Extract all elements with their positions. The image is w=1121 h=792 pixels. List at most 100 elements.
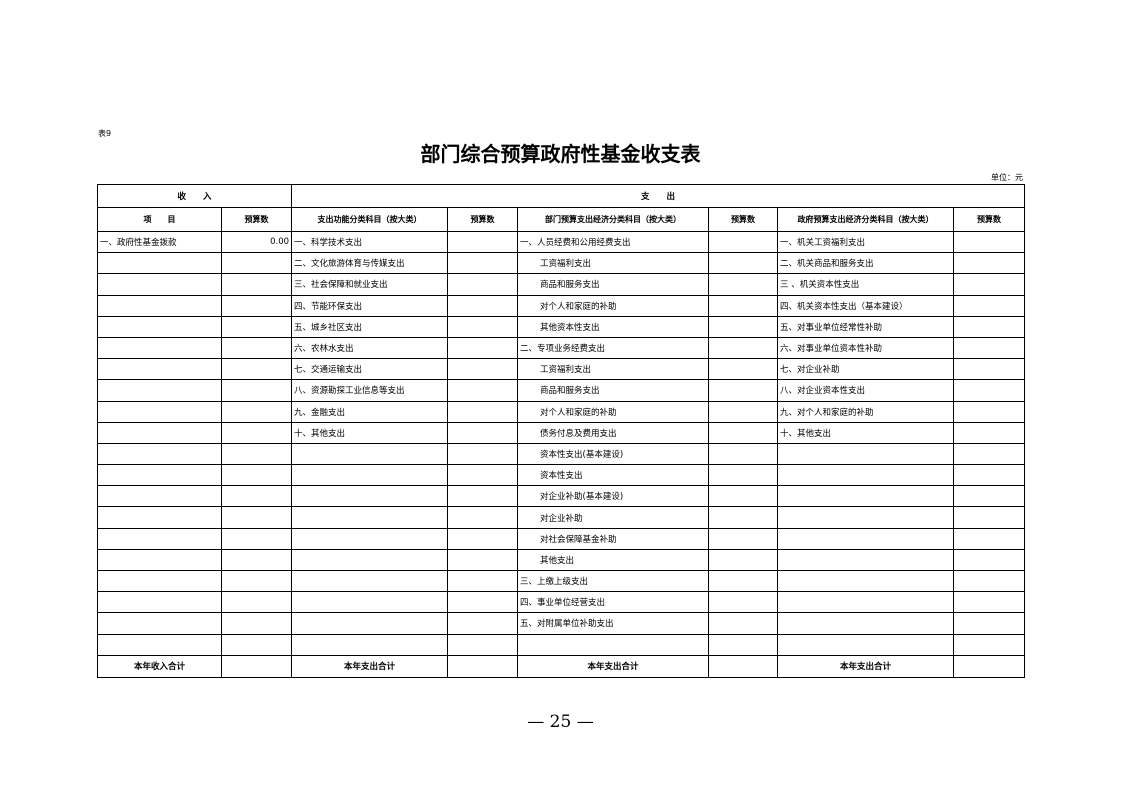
table-cell <box>708 442 779 466</box>
table-cell <box>220 379 293 402</box>
table-cell <box>220 336 293 360</box>
table-cell <box>220 315 293 338</box>
table-cell <box>708 527 779 550</box>
table-cell <box>953 633 1026 656</box>
table-cell <box>708 485 779 508</box>
table-cell <box>220 485 293 508</box>
table-cell <box>708 273 779 296</box>
table-row: 三、上缴上级支出 <box>97 569 1026 593</box>
table-cell <box>447 252 519 275</box>
income-header: 收 入 <box>96 184 293 208</box>
total-cell: 本年支出合计 <box>777 654 955 678</box>
table-cell <box>291 548 449 572</box>
table-row: 四、节能环保支出 对个人和家庭的补助 四、机关资本性支出（基本建设） <box>97 294 1026 317</box>
column-header: 项 目 <box>97 207 222 232</box>
table-cell <box>220 273 293 296</box>
table-cell <box>447 336 519 360</box>
table-cell: 九、金融支出 <box>291 400 449 423</box>
table-cell <box>291 485 449 508</box>
table-cell: 对个人和家庭的补助 <box>517 294 710 317</box>
table-row: 三、社会保障和就业支出 商品和服务支出 三 、机关资本性支出 <box>97 273 1026 296</box>
table-cell <box>97 591 222 614</box>
table-cell <box>953 569 1026 593</box>
table-cell: 二、机关商品和服务支出 <box>777 252 955 275</box>
table-cell <box>447 464 519 487</box>
table-cell <box>708 612 779 635</box>
table-cell: 资本性支出 <box>517 464 710 487</box>
table-cell <box>97 569 222 593</box>
page-title: 部门综合预算政府性基金收支表 <box>420 142 701 166</box>
table-cell <box>953 612 1026 635</box>
table-cell <box>97 273 222 296</box>
table-cell: 其他资本性支出 <box>517 315 710 338</box>
table-cell <box>777 464 955 487</box>
table-cell <box>708 294 779 317</box>
table-cell <box>447 569 519 593</box>
table-cell: 六、对事业单位资本性补助 <box>777 336 955 360</box>
table-cell <box>447 400 519 423</box>
column-header: 部门预算支出经济分类科目（按大类） <box>517 207 710 232</box>
total-cell <box>953 654 1026 678</box>
table-cell: 七、对企业补助 <box>777 358 955 381</box>
table-cell: 八、资源勘探工业信息等支出 <box>291 379 449 402</box>
table-cell: 一、机关工资福利支出 <box>777 230 955 254</box>
table-cell <box>220 464 293 487</box>
table-row: 对社会保障基金补助 <box>97 527 1026 550</box>
table-cell <box>708 379 779 402</box>
table-cell: 八、对企业资本性支出 <box>777 379 955 402</box>
table-cell <box>291 527 449 550</box>
table-cell <box>220 442 293 466</box>
table-cell <box>953 421 1026 444</box>
table-cell: 一、科学技术支出 <box>291 230 449 254</box>
table-cell <box>777 506 955 529</box>
table-cell <box>291 442 449 466</box>
total-cell: 本年支出合计 <box>291 654 449 678</box>
table-row: 五、城乡社区支出 其他资本性支出 五、对事业单位经常性补助 <box>97 315 1026 338</box>
table-cell <box>220 612 293 635</box>
table-cell <box>777 569 955 593</box>
table-row: 对企业补助(基本建设) <box>97 485 1026 508</box>
totals-row: 本年收入合计 本年支出合计 本年支出合计 本年支出合计 <box>97 654 1026 678</box>
table-cell <box>447 379 519 402</box>
table-cell <box>953 527 1026 550</box>
table-cell <box>708 633 779 656</box>
table-cell: 债务付息及费用支出 <box>517 421 710 444</box>
table-cell <box>953 591 1026 614</box>
table-cell <box>953 485 1026 508</box>
table-cell <box>291 506 449 529</box>
table-cell: 三、上缴上级支出 <box>517 569 710 593</box>
table-cell: 对个人和家庭的补助 <box>517 400 710 423</box>
total-cell <box>447 654 519 678</box>
table-cell: 四、机关资本性支出（基本建设） <box>777 294 955 317</box>
table-cell <box>708 315 779 338</box>
table-cell <box>708 400 779 423</box>
table-cell <box>291 569 449 593</box>
table-cell: 十、其他支出 <box>777 421 955 444</box>
table-cell: 七、交通运输支出 <box>291 358 449 381</box>
table-cell <box>777 591 955 614</box>
table-cell <box>97 633 222 656</box>
column-header: 预算数 <box>953 207 1026 232</box>
table-cell <box>97 612 222 635</box>
table-cell <box>220 294 293 317</box>
table-cell <box>97 548 222 572</box>
table-cell <box>97 252 222 275</box>
table-cell <box>447 591 519 614</box>
table-cell <box>953 442 1026 466</box>
table-cell <box>97 485 222 508</box>
table-cell <box>447 273 519 296</box>
table-cell <box>97 464 222 487</box>
table-cell: 五、对附属单位补助支出 <box>517 612 710 635</box>
table-cell: 对社会保障基金补助 <box>517 527 710 550</box>
table-cell <box>447 315 519 338</box>
table-cell <box>447 548 519 572</box>
table-cell <box>953 252 1026 275</box>
table-cell: 九、对个人和家庭的补助 <box>777 400 955 423</box>
table-cell: 其他支出 <box>517 548 710 572</box>
table-cell <box>708 591 779 614</box>
table-cell: 商品和服务支出 <box>517 273 710 296</box>
table-cell: 工资福利支出 <box>517 358 710 381</box>
table-cell <box>447 442 519 466</box>
table-cell <box>291 464 449 487</box>
table-cell <box>220 252 293 275</box>
